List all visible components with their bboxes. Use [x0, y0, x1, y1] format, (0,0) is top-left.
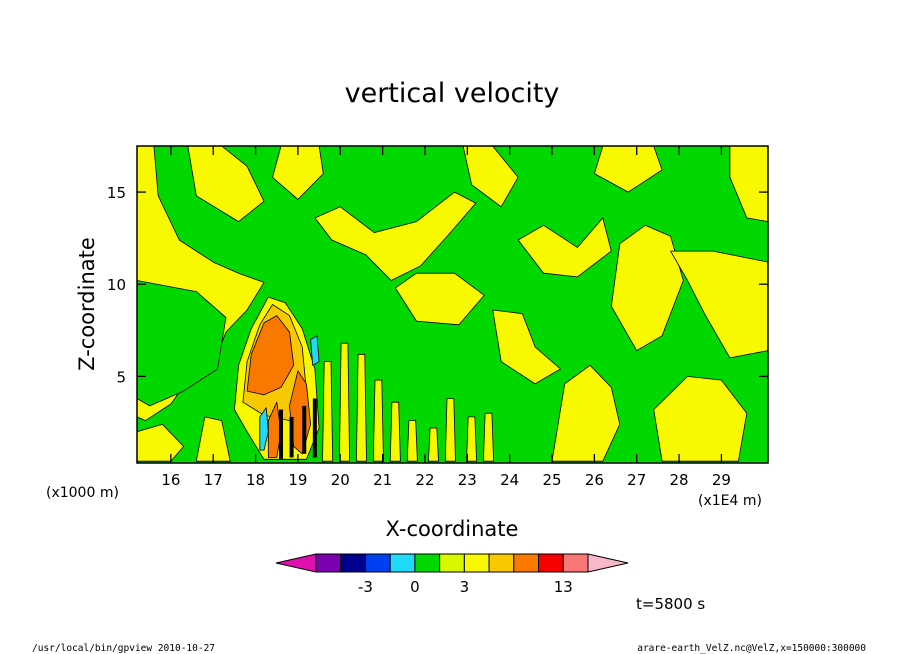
colorbar-swatch: [439, 553, 465, 573]
contour-region: [444, 398, 456, 462]
y-tick-label: 15: [107, 184, 126, 202]
contour-region: [322, 361, 334, 462]
contour-region: [610, 224, 684, 351]
contour-region: [137, 423, 184, 462]
colorbar-swatch: [463, 553, 490, 573]
colorbar-tick-label: -3: [358, 578, 373, 596]
x-tick-label: 29: [712, 471, 731, 489]
x-tick-label: 26: [585, 471, 604, 489]
contour-region: [314, 191, 477, 281]
contour-region: [670, 250, 768, 359]
footer-left: /usr/local/bin/gpview 2010-10-27: [32, 643, 215, 654]
y-axis-label: Z-coordinate: [75, 237, 99, 371]
contour-region: [312, 398, 317, 458]
colorbar-tick-label: 13: [554, 578, 573, 596]
contour-region: [492, 309, 561, 385]
colorbar-swatch: [513, 553, 540, 573]
contour-region: [302, 405, 307, 454]
contour-region: [594, 146, 663, 193]
contour-region: [272, 146, 324, 200]
x-tick-label: 19: [288, 471, 307, 489]
contour-region: [267, 401, 282, 458]
y-axis: 5 10 15: [107, 184, 768, 386]
velocity-field: [137, 146, 768, 462]
colorbar-swatch: [364, 553, 391, 573]
contour-region: [653, 376, 748, 462]
x-tick-label: 27: [627, 471, 646, 489]
contour-region: [389, 401, 401, 462]
colorbar-swatch: [488, 553, 515, 573]
contour-region: [278, 409, 283, 460]
x-tick-label: 17: [204, 471, 223, 489]
colorbar-swatch: [389, 553, 416, 573]
x-axis: 16 17 18 19 20 21 22 23 24 25 26 27 28 29: [161, 146, 731, 489]
colorbar-tick-label: 3: [460, 578, 470, 596]
contour-region: [356, 353, 367, 462]
contour-region: [428, 427, 439, 462]
colorbar-swatch: [315, 553, 342, 573]
x-tick-label: 18: [246, 471, 265, 489]
colorbar: [275, 553, 629, 573]
contour-region: [187, 146, 265, 222]
contour-region: [551, 364, 621, 462]
contour-region: [310, 335, 320, 366]
contour-region: [246, 315, 295, 396]
contour-region: [483, 412, 494, 462]
contour-region: [137, 280, 227, 407]
contour-region: [259, 407, 269, 451]
plot-area: [137, 146, 768, 463]
x-tick-label: 28: [670, 471, 689, 489]
x-tick-label: 24: [500, 471, 519, 489]
contour-region: [394, 272, 485, 326]
x-tick-label: 20: [331, 471, 350, 489]
x-tick-label: 16: [161, 471, 180, 489]
contour-region: [462, 146, 519, 208]
y-unit-label: (x1000 m): [46, 485, 119, 501]
plot-frame: [136, 145, 769, 464]
colorbar-high-arrow: [587, 553, 629, 573]
contour-region: [339, 342, 350, 462]
contour-region: [372, 379, 384, 462]
colorbar-low-arrow: [275, 553, 317, 573]
y-tick-label: 5: [116, 368, 126, 386]
chart-title: vertical velocity: [345, 78, 560, 109]
colorbar-tick-label: 0: [410, 578, 420, 596]
contour-region: [517, 217, 612, 278]
contour-region: [729, 146, 768, 222]
colorbar-swatch: [340, 553, 366, 573]
y-tick-label: 10: [107, 276, 126, 294]
x-unit-label: (x1E4 m): [698, 493, 762, 509]
x-tick-label: 21: [373, 471, 392, 489]
x-tick-label: 23: [458, 471, 477, 489]
colorbar-swatch: [538, 553, 564, 573]
contour-region: [466, 416, 477, 462]
contour-region: [289, 416, 294, 458]
footer-right: arare-earth_VelZ.nc@VelZ,x=150000:300000: [637, 643, 866, 654]
colorbar-swatch: [414, 553, 441, 573]
colorbar-swatch: [562, 553, 589, 573]
x-tick-label: 25: [542, 471, 561, 489]
x-axis-label: X-coordinate: [386, 517, 519, 541]
x-tick-label: 22: [415, 471, 434, 489]
colorbar-tick-labels: -3 0 3 13: [358, 578, 573, 596]
time-label: t=5800 s: [636, 595, 705, 613]
contour-region: [195, 416, 231, 462]
contour-region: [406, 420, 418, 462]
